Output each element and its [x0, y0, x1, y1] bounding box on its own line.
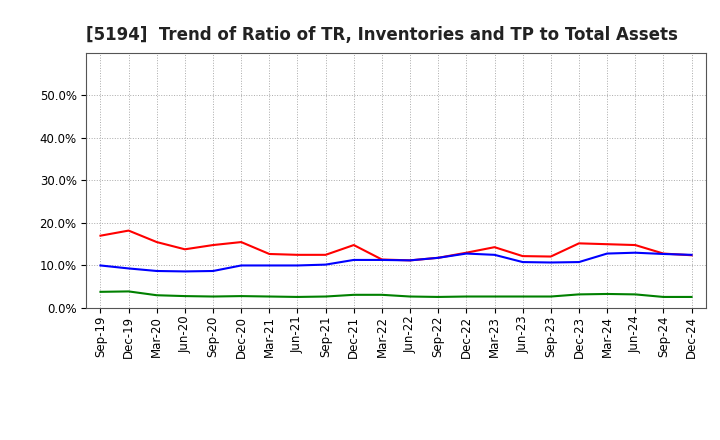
Inventories	[603, 251, 611, 256]
Inventories	[462, 251, 471, 256]
Inventories	[181, 269, 189, 274]
Inventories	[321, 262, 330, 267]
Trade Receivables	[125, 228, 133, 233]
Inventories	[237, 263, 246, 268]
Line: Trade Receivables: Trade Receivables	[101, 231, 691, 260]
Trade Receivables	[209, 242, 217, 248]
Trade Receivables	[546, 254, 555, 259]
Inventories	[687, 252, 696, 257]
Inventories	[659, 251, 667, 257]
Trade Receivables	[575, 241, 583, 246]
Trade Payables	[518, 294, 527, 299]
Inventories	[631, 250, 639, 255]
Trade Receivables	[659, 251, 667, 256]
Trade Receivables	[349, 242, 358, 248]
Inventories	[153, 268, 161, 274]
Trade Payables	[265, 294, 274, 299]
Trade Payables	[546, 294, 555, 299]
Trade Payables	[321, 294, 330, 299]
Trade Receivables	[406, 258, 415, 263]
Trade Payables	[96, 289, 105, 294]
Trade Payables	[631, 292, 639, 297]
Inventories	[125, 266, 133, 271]
Trade Receivables	[237, 239, 246, 245]
Trade Receivables	[293, 252, 302, 257]
Trade Receivables	[96, 233, 105, 238]
Trade Payables	[377, 292, 386, 297]
Inventories	[434, 255, 443, 260]
Trade Receivables	[153, 239, 161, 245]
Trade Receivables	[434, 255, 443, 260]
Inventories	[265, 263, 274, 268]
Inventories	[546, 260, 555, 265]
Trade Payables	[603, 291, 611, 297]
Trade Receivables	[181, 247, 189, 252]
Line: Inventories: Inventories	[101, 253, 691, 271]
Trade Receivables	[687, 253, 696, 258]
Trade Receivables	[518, 253, 527, 259]
Trade Receivables	[377, 257, 386, 262]
Trade Payables	[181, 293, 189, 299]
Trade Receivables	[321, 252, 330, 257]
Trade Payables	[687, 294, 696, 300]
Trade Receivables	[490, 245, 499, 250]
Inventories	[518, 260, 527, 265]
Inventories	[96, 263, 105, 268]
Trade Receivables	[462, 250, 471, 255]
Trade Receivables	[265, 251, 274, 257]
Trade Payables	[209, 294, 217, 299]
Inventories	[490, 252, 499, 257]
Trade Receivables	[603, 242, 611, 247]
Trade Payables	[153, 293, 161, 298]
Trade Payables	[434, 294, 443, 300]
Trade Payables	[575, 292, 583, 297]
Trade Payables	[237, 293, 246, 299]
Inventories	[575, 260, 583, 265]
Trade Payables	[125, 289, 133, 294]
Trade Receivables	[631, 242, 639, 248]
Trade Payables	[490, 294, 499, 299]
Inventories	[349, 257, 358, 263]
Trade Payables	[659, 294, 667, 300]
Trade Payables	[462, 294, 471, 299]
Text: [5194]  Trend of Ratio of TR, Inventories and TP to Total Assets: [5194] Trend of Ratio of TR, Inventories…	[86, 26, 678, 44]
Line: Trade Payables: Trade Payables	[101, 291, 691, 297]
Inventories	[293, 263, 302, 268]
Inventories	[406, 258, 415, 263]
Trade Payables	[293, 294, 302, 300]
Trade Payables	[349, 292, 358, 297]
Trade Payables	[406, 294, 415, 299]
Inventories	[209, 268, 217, 274]
Inventories	[377, 257, 386, 263]
